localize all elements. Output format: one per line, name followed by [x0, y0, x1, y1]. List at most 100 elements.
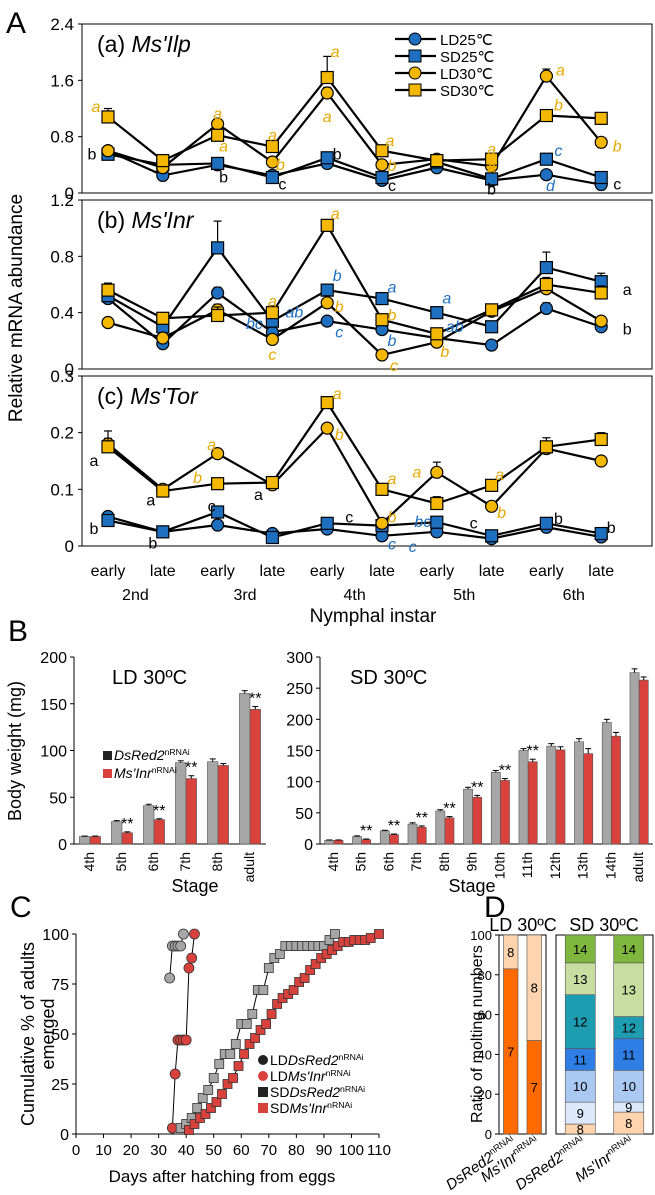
data-point [320, 516, 334, 530]
stacked-segment [564, 934, 596, 964]
data-point [211, 286, 225, 300]
x-tick-label: 0 [72, 1142, 80, 1159]
data-point [310, 959, 321, 969]
significance-letter: a [92, 99, 101, 116]
data-point [101, 144, 115, 158]
bar [463, 788, 473, 845]
significance-stars: ** [185, 760, 197, 777]
x-tick-label: 80 [288, 1142, 305, 1159]
data-point [375, 291, 389, 306]
data-point [320, 283, 334, 297]
significance-stars: ** [526, 743, 538, 760]
x-tick-label: 10th [491, 852, 507, 879]
significance-letter: b [613, 139, 622, 156]
significance-letter: b [388, 158, 397, 175]
significance-letter: b [487, 181, 496, 198]
bar-chart-ld: 0 50 100 150 200 4th 5th 6th 7th 8th adult ** ** ** **… [40, 650, 266, 882]
bar [601, 722, 612, 845]
data-point [222, 1079, 233, 1089]
bar [89, 836, 101, 845]
series-line-LD25℃ [107, 149, 602, 186]
significance-stars: ** [388, 818, 400, 835]
significance-letter: b [148, 536, 157, 553]
data-point [320, 151, 334, 165]
instar-label: 4th [343, 587, 365, 604]
x-tick-label: 110 [367, 1142, 391, 1159]
data-point [101, 513, 115, 528]
y-axis-label: Body weight (mg) [5, 681, 25, 821]
data-point [430, 465, 444, 479]
data-point [430, 327, 444, 341]
data-point [539, 69, 554, 83]
data-point [261, 1019, 271, 1029]
data-point [320, 421, 334, 435]
legend-marker [258, 1087, 268, 1097]
x-tick-label: 8th [209, 852, 225, 871]
group-title: LD 30ºC [489, 915, 557, 935]
gene-title: (c) Ms'Tor [97, 383, 199, 409]
x-tick-label: late [260, 563, 286, 580]
y-tick-label: 0 [65, 360, 74, 379]
data-point [211, 447, 225, 461]
data-point [375, 482, 389, 496]
panel-a-ylabel: Relative mRNA abundance [6, 194, 27, 422]
legend-marker [408, 66, 422, 80]
instar-label: 5th [453, 587, 475, 604]
y-axis-label: Ratio of molting numbers [469, 945, 486, 1123]
x-tick-label: 11th [519, 852, 535, 878]
y-tick-label: 75 [51, 977, 69, 994]
y-tick-label: 100 [42, 927, 69, 944]
significance-letter: c [390, 358, 398, 375]
significance-letter: c [388, 536, 396, 553]
significance-stars: ** [471, 779, 483, 796]
y-tick-label: 50 [295, 806, 313, 823]
series-line-LD30℃ [107, 74, 603, 169]
bar [611, 735, 621, 845]
data-point [211, 156, 225, 171]
data-point [200, 1109, 211, 1119]
stacked-segment [503, 934, 519, 970]
data-point [375, 170, 389, 185]
data-point [374, 929, 384, 939]
y-tick-label: 2.4 [50, 15, 74, 34]
significance-stars: ** [249, 691, 261, 708]
data-point [189, 928, 200, 940]
data-point [594, 314, 608, 328]
x-tick-label: 20 [123, 1142, 140, 1159]
bar [185, 778, 197, 845]
x-tick-label: 6th [145, 852, 161, 871]
segment-label: 9 [625, 1100, 632, 1115]
data-point [485, 303, 499, 317]
significance-letter: c [409, 539, 417, 556]
significance-letter: a [623, 282, 632, 299]
bar [416, 826, 427, 845]
y-tick-label: 100 [470, 928, 492, 943]
legend-marker [408, 49, 422, 63]
y-tick-label: 1.6 [50, 71, 74, 90]
y-tick-label: 200 [286, 712, 313, 729]
y-tick-label: 0.1 [50, 480, 74, 499]
segment-label: 8 [531, 981, 538, 996]
x-tick-label: 50 [205, 1142, 222, 1159]
significance-letter: a [323, 109, 332, 126]
significance-stars: ** [153, 803, 165, 820]
significance-letter: c [470, 515, 478, 532]
data-point [156, 525, 170, 539]
panel-a-xlabel: Nymphal instar [310, 606, 437, 627]
data-point [539, 440, 554, 454]
y-tick-label: 0.8 [50, 247, 74, 266]
legend-marker [408, 83, 422, 97]
instar-label: 6th [563, 587, 585, 604]
significance-letter: b [333, 146, 342, 163]
x-tick-label: early [200, 563, 235, 580]
data-point [324, 935, 335, 945]
y-tick-label: 0 [65, 537, 74, 556]
data-point [164, 972, 176, 984]
data-point [244, 1039, 255, 1049]
data-point [320, 314, 334, 328]
significance-letter: b [335, 299, 344, 316]
significance-stars: ** [499, 763, 511, 780]
data-point [211, 241, 225, 255]
